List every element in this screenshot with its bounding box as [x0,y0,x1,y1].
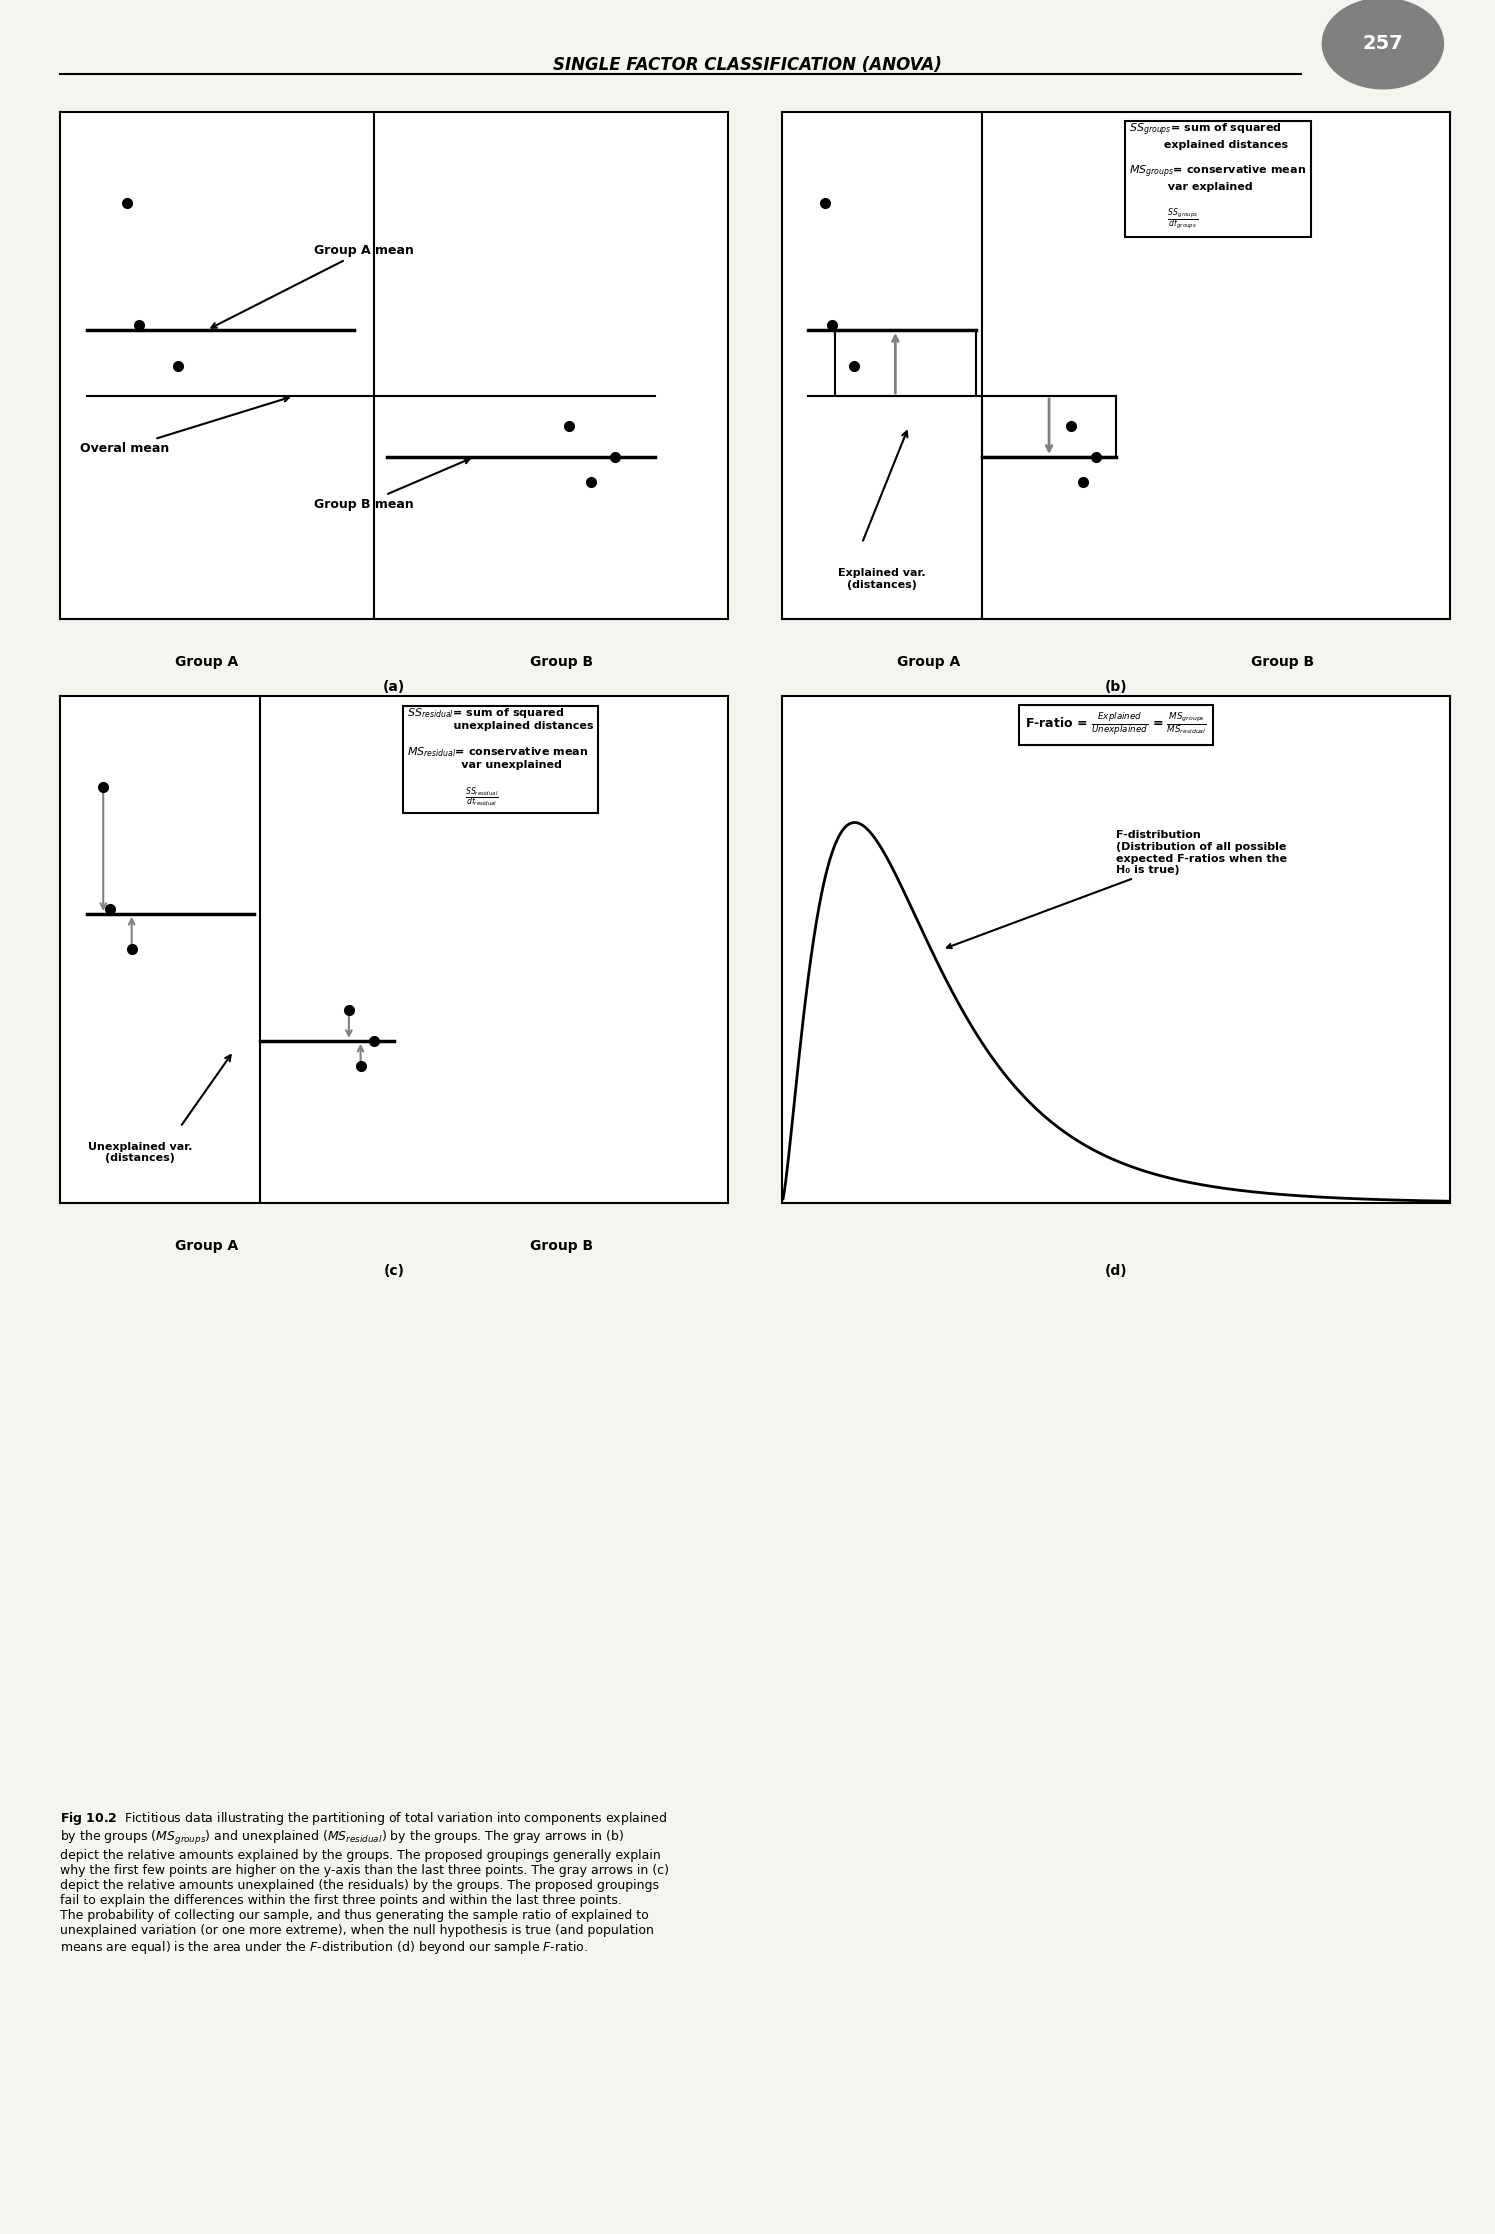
Text: Unexplained var.
(distances): Unexplained var. (distances) [88,1142,193,1164]
Bar [982,395,1115,458]
Text: $\bf{Fig\ 10.2}$  Fictitious data illustrating the partitioning of total variati: $\bf{Fig\ 10.2}$ Fictitious data illustr… [60,1810,668,1957]
Text: Overal mean: Overal mean [79,398,289,456]
Text: Group A: Group A [175,1240,239,1253]
Text: (b): (b) [1105,681,1127,695]
Text: Group B: Group B [529,1240,592,1253]
Text: Group B mean: Group B mean [314,458,469,512]
Text: Group A: Group A [897,655,960,668]
Circle shape [1323,0,1443,89]
Text: F-distribution
(Distribution of all possible
expected F-ratios when the
H₀ is tr: F-distribution (Distribution of all poss… [946,831,1287,947]
Text: $SS_{residual}$= sum of squared
            unexplained distances

$MS_{residual: $SS_{residual}$= sum of squared unexplai… [407,706,594,809]
Text: 257: 257 [1362,34,1404,54]
Text: (c): (c) [384,1264,405,1278]
Text: $SS_{groups}$= sum of squared
         explained distances

$MS_{groups}$= conse: $SS_{groups}$= sum of squared explained … [1129,123,1307,232]
Text: Group B: Group B [529,655,592,668]
Text: (d): (d) [1105,1264,1127,1278]
Text: (a): (a) [383,681,405,695]
Text: Group A mean: Group A mean [211,244,414,328]
Text: SINGLE FACTOR CLASSIFICATION (ANOVA): SINGLE FACTOR CLASSIFICATION (ANOVA) [553,56,942,74]
Text: F-ratio = $\frac{Explained}{Unexplained}$ = $\frac{MS_{groups}}{MS_{residual}}$: F-ratio = $\frac{Explained}{Unexplained}… [1026,710,1206,737]
Text: Group A: Group A [175,655,239,668]
Text: Group B: Group B [1251,655,1314,668]
Bar [836,331,976,395]
Text: Explained var.
(distances): Explained var. (distances) [839,567,925,590]
